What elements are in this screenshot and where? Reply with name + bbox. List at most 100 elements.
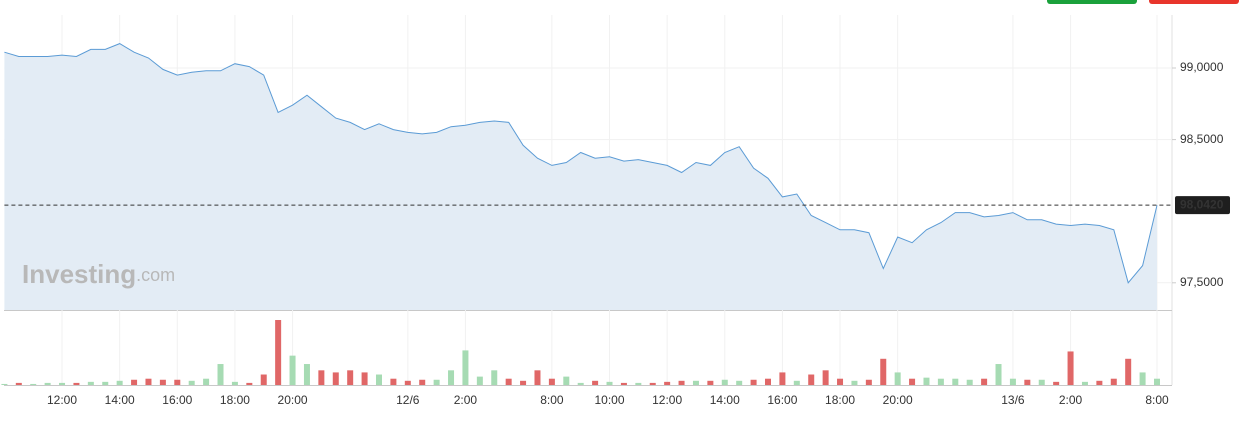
volume-bar	[635, 382, 642, 385]
volume-bar	[937, 378, 944, 385]
volume-bar	[275, 320, 282, 385]
volume-bar	[534, 370, 541, 385]
volume-bar	[491, 370, 498, 385]
sell-button[interactable]	[1149, 0, 1239, 4]
x-tick-label: 8:00	[540, 393, 564, 407]
volume-bar	[923, 377, 930, 385]
volume-bar	[548, 378, 555, 385]
volume-bar	[692, 380, 699, 385]
volume-bar	[1154, 378, 1160, 385]
volume-bar	[332, 372, 339, 385]
x-tick-label: 20:00	[883, 393, 913, 407]
volume-bar	[419, 379, 426, 385]
volume-bar	[793, 380, 800, 385]
volume-bar	[318, 370, 325, 385]
volume-bar	[995, 364, 1002, 385]
volume-bar	[649, 382, 656, 385]
x-tick-label: 12/6	[396, 393, 420, 407]
volume-bar	[231, 381, 238, 385]
volume-bar	[462, 350, 469, 385]
volume-bar	[404, 380, 411, 385]
volume-bar	[620, 382, 627, 385]
volume-bar	[865, 379, 872, 385]
volume-bar	[505, 378, 512, 385]
volume-bar	[246, 382, 253, 385]
x-tick-label: 8:00	[1145, 393, 1169, 407]
volume-bar	[433, 379, 440, 385]
volume-bar	[909, 378, 916, 385]
volume-bar	[59, 382, 66, 385]
volume-bar	[822, 370, 829, 385]
volume-bar	[952, 378, 959, 385]
x-tick-label: 18:00	[825, 393, 855, 407]
volume-bar	[1, 383, 8, 385]
volume-bar	[30, 383, 37, 385]
volume-bar	[1110, 378, 1117, 385]
x-tick-label: 13/6	[1001, 393, 1025, 407]
volume-bar	[851, 380, 858, 385]
volume-bar	[563, 376, 570, 385]
volume-bar	[1081, 381, 1088, 385]
volume-bar	[837, 378, 844, 385]
volume-bar	[73, 382, 80, 385]
volume-bar	[217, 364, 224, 385]
volume-bar	[664, 381, 671, 385]
volume-bar	[1067, 351, 1074, 385]
volume-bar	[476, 376, 483, 385]
last-price-label: 98,0420	[1180, 197, 1224, 211]
x-tick-label: 2:00	[1059, 393, 1083, 407]
volume-bar	[981, 378, 988, 385]
volume-bar	[131, 379, 138, 385]
x-tick-label: 18:00	[220, 393, 250, 407]
volume-bar	[116, 380, 123, 385]
volume-bar	[606, 381, 613, 385]
price-line	[4, 43, 1158, 284]
last-price-box	[1175, 196, 1230, 215]
x-tick-label: 12:00	[47, 393, 77, 407]
volume-bar	[188, 380, 195, 385]
y-tick-label: 99,0000	[1180, 60, 1224, 74]
buy-button[interactable]	[1047, 0, 1137, 4]
volume-bar	[577, 382, 584, 385]
volume-bar	[303, 364, 310, 385]
volume-bar	[1038, 379, 1045, 385]
x-tick-label: 14:00	[710, 393, 740, 407]
volume-bar	[1125, 358, 1132, 385]
volume-bar	[159, 379, 166, 385]
volume-bar	[1053, 381, 1060, 385]
x-tick-label: 10:00	[594, 393, 624, 407]
volume-bar	[289, 355, 296, 385]
volume-bar	[44, 382, 51, 385]
volume-bar	[894, 372, 901, 385]
volume-bar	[592, 380, 599, 385]
x-tick-label: 16:00	[767, 393, 797, 407]
watermark-brand: Investing	[22, 259, 136, 289]
volume-bar	[15, 382, 22, 385]
volume-bar	[1024, 379, 1031, 385]
volume-bar	[721, 379, 728, 385]
x-tick-label: 2:00	[454, 393, 478, 407]
watermark: Investing.com	[22, 259, 175, 289]
volume-bar	[736, 380, 743, 385]
price-area	[4, 43, 1157, 310]
x-tick-label: 12:00	[652, 393, 682, 407]
y-tick-label: 98,5000	[1180, 132, 1224, 146]
volume-bar	[707, 380, 714, 385]
volume-bar	[145, 378, 152, 385]
volume-bar	[520, 380, 527, 385]
x-tick-label: 14:00	[105, 393, 135, 407]
volume-bar	[448, 370, 455, 385]
volume-bar	[678, 380, 685, 385]
x-tick-label: 20:00	[278, 393, 308, 407]
watermark-suffix: .com	[136, 265, 175, 285]
volume-bar	[880, 358, 887, 385]
volume-bar	[779, 372, 786, 385]
volume-bar	[966, 379, 973, 385]
x-tick-label: 16:00	[162, 393, 192, 407]
y-tick-label: 97,5000	[1180, 275, 1224, 289]
volume-bar	[347, 370, 354, 385]
volume-bar	[1009, 378, 1016, 385]
volume-bar	[87, 381, 94, 385]
